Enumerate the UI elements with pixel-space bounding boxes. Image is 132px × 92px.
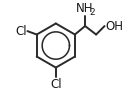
- Text: Cl: Cl: [15, 25, 27, 38]
- Text: NH: NH: [76, 2, 94, 15]
- Text: 2: 2: [90, 8, 95, 17]
- Text: OH: OH: [105, 20, 123, 33]
- Text: Cl: Cl: [50, 78, 62, 91]
